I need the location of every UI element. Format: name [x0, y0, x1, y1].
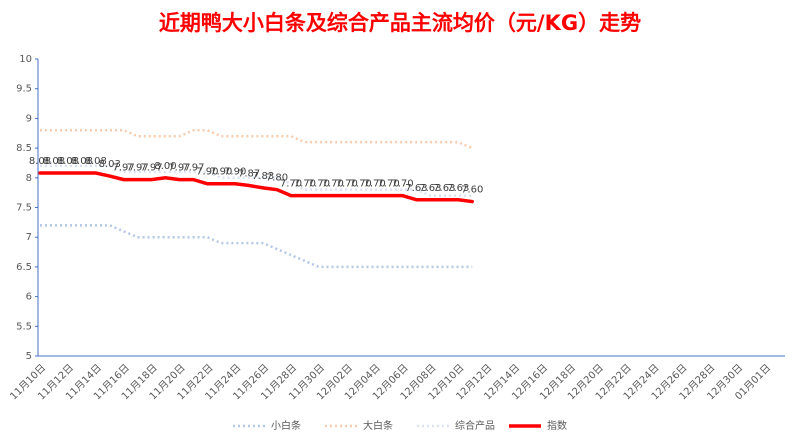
legend-label: 大白条	[363, 419, 393, 432]
y-tick-label: 8.5	[16, 143, 32, 154]
data-label: 7.63	[447, 183, 469, 194]
data-label: 7.90	[196, 167, 218, 178]
data-label: 7.70	[363, 179, 385, 190]
data-label: 7.97	[168, 163, 190, 174]
data-label: 8.03	[99, 159, 121, 170]
data-label: 8.08	[85, 156, 107, 167]
data-label: 7.63	[405, 183, 427, 194]
data-label: 7.97	[182, 163, 204, 174]
data-label: 7.63	[433, 183, 455, 194]
data-label: 7.70	[336, 179, 358, 190]
chart-title: 近期鸭大小白条及综合产品主流均价（元/KG）走势	[159, 11, 641, 35]
data-label: 7.83	[252, 171, 274, 182]
y-tick-label: 7.5	[16, 203, 32, 214]
data-label: 7.97	[126, 163, 148, 174]
series-line	[38, 171, 474, 204]
data-label: 7.90	[224, 167, 246, 178]
data-label: 7.97	[140, 163, 162, 174]
legend-label: 综合产品	[455, 419, 495, 432]
data-label: 7.87	[238, 169, 260, 180]
data-label: 8.08	[43, 156, 65, 167]
y-tick-label: 9.5	[16, 84, 32, 95]
data-label: 7.70	[308, 179, 330, 190]
legend-label: 指数	[547, 419, 567, 432]
data-label: 7.70	[294, 179, 316, 190]
y-tick-label: 7	[26, 232, 32, 243]
y-tick-label: 6	[26, 292, 32, 303]
data-label: 8.08	[71, 156, 93, 167]
data-label: 7.80	[266, 173, 288, 184]
data-label: 7.70	[391, 179, 413, 190]
y-tick-label: 9	[26, 113, 32, 124]
data-label: 7.70	[322, 179, 344, 190]
data-label: 8.08	[57, 156, 79, 167]
y-tick-label: 8	[26, 173, 32, 184]
y-tick-label: 5	[26, 351, 32, 362]
data-label: 7.70	[377, 179, 399, 190]
data-label: 7.63	[419, 183, 441, 194]
legend-label: 小白条	[271, 419, 301, 432]
series-line	[40, 129, 473, 150]
y-tick-label: 5.5	[16, 321, 32, 332]
data-label: 8.00	[154, 161, 176, 172]
y-tick-label: 6.5	[16, 262, 32, 273]
series-line	[40, 224, 473, 269]
data-label: 7.60	[461, 185, 483, 196]
data-label: 7.97	[113, 163, 135, 174]
y-tick-label: 10	[19, 54, 32, 65]
data-label: 7.70	[280, 179, 302, 190]
data-label: 7.90	[210, 167, 232, 178]
data-label: 8.08	[29, 156, 51, 167]
series-line	[40, 164, 473, 197]
data-label: 7.70	[350, 179, 372, 190]
